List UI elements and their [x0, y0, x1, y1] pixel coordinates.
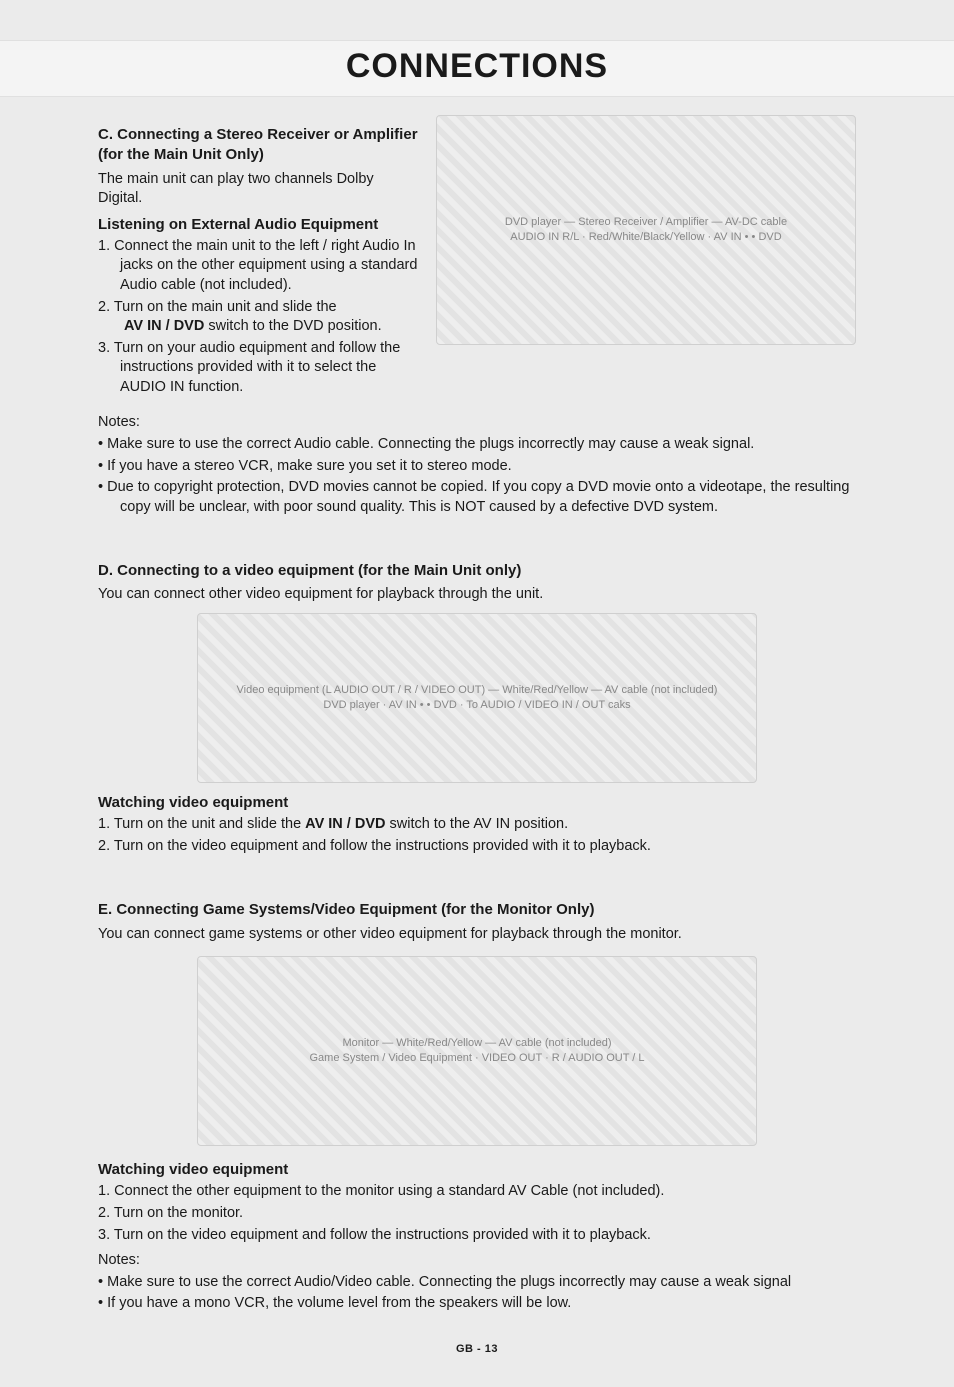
section-d-subheading: Watching video equipment	[98, 793, 856, 813]
page-footer: GB - 13	[98, 1342, 856, 1357]
section-c-heading: C. Connecting a Stereo Receiver or Ampli…	[98, 125, 420, 166]
title-band: CONNECTIONS	[0, 40, 954, 97]
list-item: If you have a mono VCR, the volume level…	[98, 1294, 856, 1314]
section-d-steps: 1. Turn on the unit and slide the AV IN …	[98, 815, 856, 856]
list-item: 3. Turn on your audio equipment and foll…	[98, 339, 420, 398]
section-e-intro: You can connect game systems or other vi…	[98, 925, 856, 945]
section-d-intro: You can connect other video equipment fo…	[98, 585, 856, 605]
section-c-notes: Make sure to use the correct Audio cable…	[98, 435, 856, 517]
section-e-steps: 1. Connect the other equipment to the mo…	[98, 1182, 856, 1245]
diagram-d: Video equipment (L AUDIO OUT / R / VIDEO…	[197, 613, 757, 783]
section-e-notes-label: Notes:	[98, 1251, 856, 1271]
section-c-row: C. Connecting a Stereo Receiver or Ampli…	[98, 115, 856, 403]
list-item: 2. Turn on the main unit and slide the A…	[98, 298, 420, 337]
section-c-notes-label: Notes:	[98, 413, 856, 433]
list-item: 3. Turn on the video equipment and follo…	[98, 1226, 856, 1246]
section-e-subheading: Watching video equipment	[98, 1160, 856, 1180]
list-item: 2. Turn on the video equipment and follo…	[98, 837, 856, 857]
list-item: 1. Connect the other equipment to the mo…	[98, 1182, 856, 1202]
section-d-heading: D. Connecting to a video equipment (for …	[98, 561, 856, 581]
list-item: 2. Turn on the monitor.	[98, 1204, 856, 1224]
section-c-subheading: Listening on External Audio Equipment	[98, 215, 420, 235]
section-e-notes: Make sure to use the correct Audio/Video…	[98, 1273, 856, 1314]
document-page: CONNECTIONS C. Connecting a Stereo Recei…	[0, 0, 954, 1387]
diagram-e: Monitor — White/Red/Yellow — AV cable (n…	[197, 956, 757, 1146]
list-item: 1. Turn on the unit and slide the AV IN …	[98, 815, 856, 835]
list-item: 1. Connect the main unit to the left / r…	[98, 237, 420, 296]
content: C. Connecting a Stereo Receiver or Ampli…	[60, 115, 894, 1357]
page-title: CONNECTIONS	[0, 47, 954, 86]
section-c-steps: 1. Connect the main unit to the left / r…	[98, 237, 420, 398]
list-item: If you have a stereo VCR, make sure you …	[98, 457, 856, 477]
list-item: Make sure to use the correct Audio cable…	[98, 435, 856, 455]
diagram-c: DVD player — Stereo Receiver / Amplifier…	[436, 115, 856, 345]
section-c-text: C. Connecting a Stereo Receiver or Ampli…	[98, 115, 420, 403]
list-item: Make sure to use the correct Audio/Video…	[98, 1273, 856, 1293]
diagram-c-caption: DVD player — Stereo Receiver / Amplifier…	[505, 215, 787, 245]
diagram-e-caption: Monitor — White/Red/Yellow — AV cable (n…	[310, 1036, 645, 1066]
diagram-d-caption: Video equipment (L AUDIO OUT / R / VIDEO…	[237, 683, 718, 713]
section-c-intro: The main unit can play two channels Dolb…	[98, 170, 420, 209]
list-item: Due to copyright protection, DVD movies …	[98, 478, 856, 517]
section-e-heading: E. Connecting Game Systems/Video Equipme…	[98, 900, 856, 920]
